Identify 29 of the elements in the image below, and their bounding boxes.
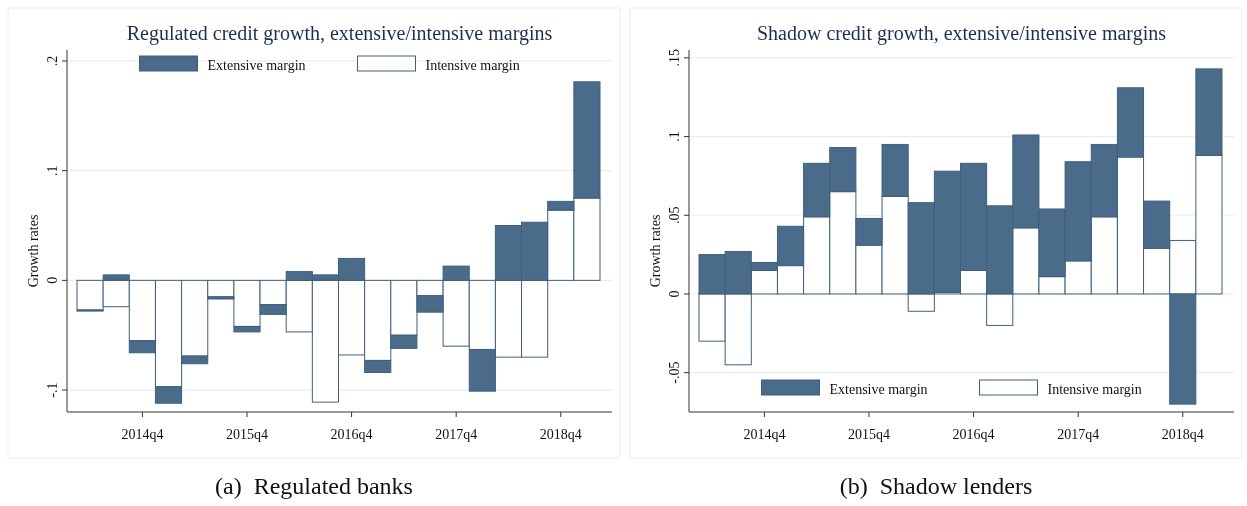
legend-label: Intensive margin <box>425 58 520 73</box>
y-tick-label: -.05 <box>667 361 682 384</box>
x-tick-label: 2018q4 <box>1161 427 1204 442</box>
y-axis-title: Growth rates <box>26 214 41 288</box>
y-tick-label: 0 <box>667 290 682 298</box>
x-tick-label: 2018q4 <box>539 427 582 442</box>
y-tick-label: .05 <box>667 206 682 225</box>
x-tick-label: 2014q4 <box>743 427 786 442</box>
text: (b) Shadow lenders <box>839 473 1033 499</box>
legend-label: Extensive margin <box>829 382 928 397</box>
chart-title: Shadow credit growth, extensive/intensive margins <box>757 22 1167 45</box>
y-tick-label: .2 <box>45 55 60 67</box>
x-tick-label: 2016q4 <box>952 427 995 442</box>
chart-title: Regulated credit growth, extensive/intensive margins <box>126 22 553 45</box>
x-tick-label: 2017q4 <box>1057 427 1100 442</box>
y-tick-label: .15 <box>667 49 682 67</box>
x-tick-label: 2016q4 <box>330 427 373 442</box>
x-tick-label: 2014q4 <box>121 427 164 442</box>
y-tick-label: -.1 <box>45 382 60 398</box>
text: (a) Regulated banks <box>215 473 413 499</box>
y-tick-label: .1 <box>667 131 682 142</box>
x-tick-label: 2015q4 <box>225 427 268 442</box>
x-tick-label: 2017q4 <box>435 427 478 442</box>
y-axis-title: Growth rates <box>648 214 663 288</box>
y-tick-label: .1 <box>45 165 60 176</box>
legend-label: Extensive margin <box>207 58 306 73</box>
legend-label: Intensive margin <box>1047 382 1142 397</box>
x-tick-label: 2015q4 <box>847 427 890 442</box>
y-tick-label: 0 <box>45 276 60 284</box>
